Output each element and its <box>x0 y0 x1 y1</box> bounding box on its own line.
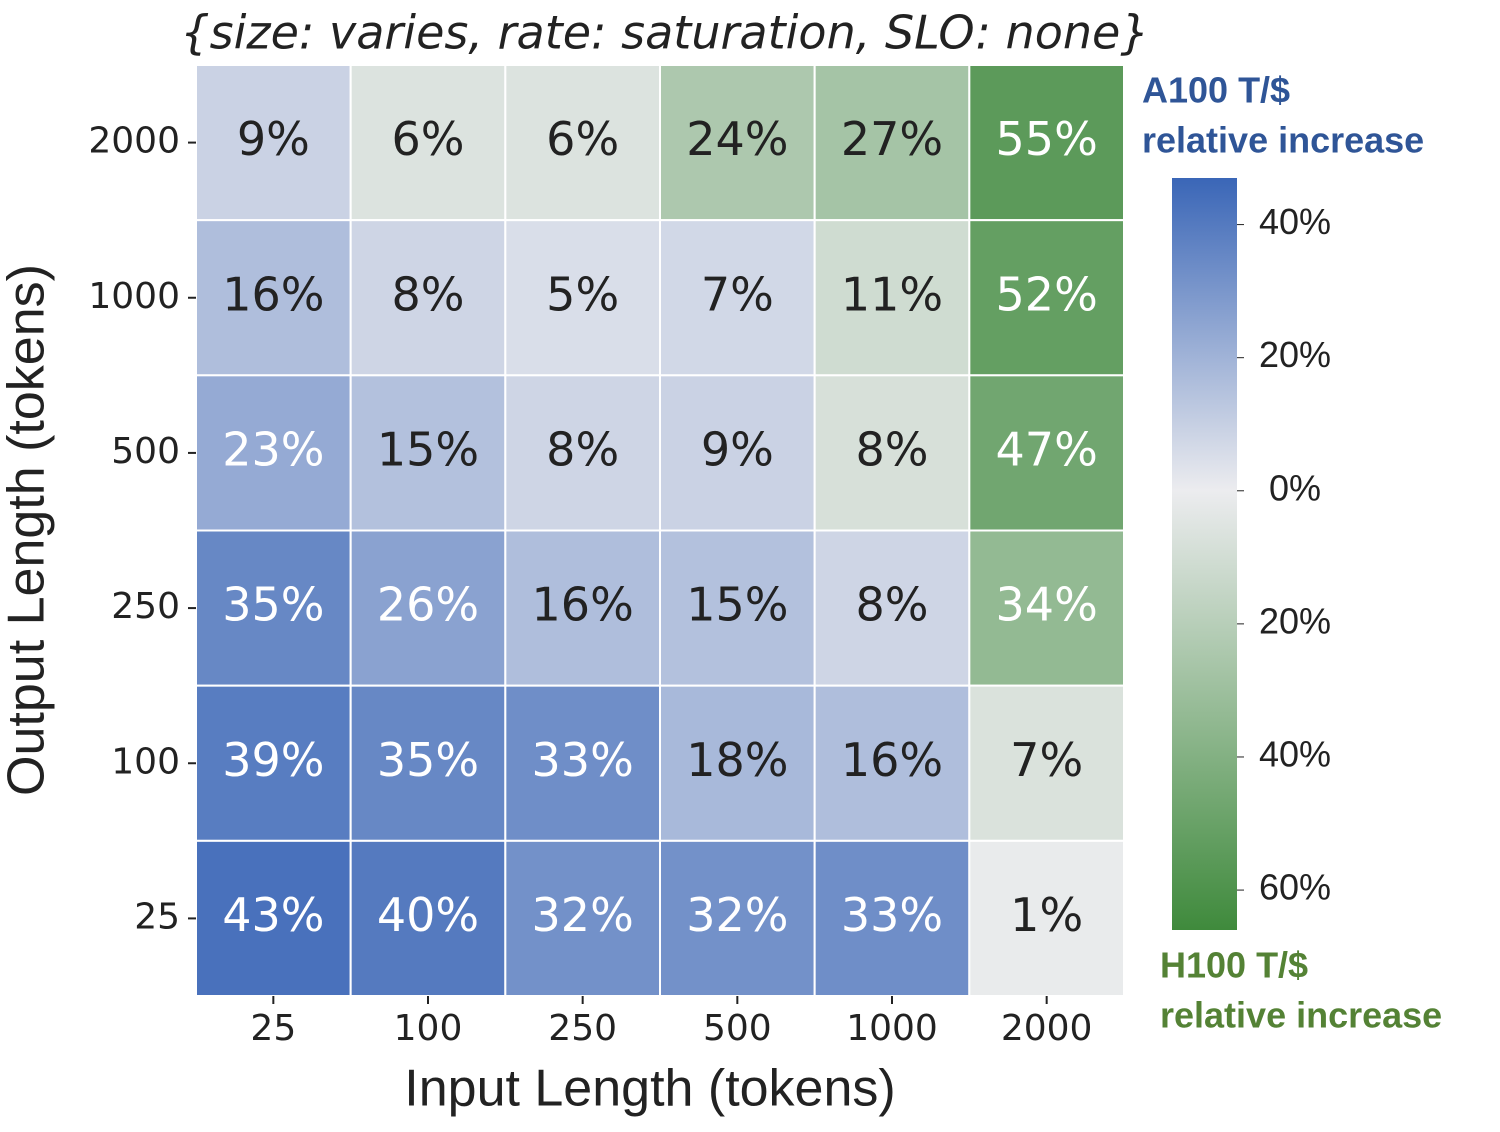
cell-label: 15% <box>686 578 788 632</box>
cell-label: 32% <box>532 888 634 942</box>
x-tick-label: 500 <box>703 1008 772 1049</box>
cell-label: 23% <box>222 422 324 476</box>
colorbar-tick-label: 40% <box>1259 733 1331 774</box>
cell-label: 6% <box>392 112 465 166</box>
colorbar-tick-label: 0% <box>1269 467 1321 508</box>
cell-label: 11% <box>841 267 943 321</box>
cell-label: 33% <box>841 888 943 942</box>
heatmap-cell <box>195 64 352 222</box>
cell-label: 43% <box>222 888 324 942</box>
cell-label: 26% <box>377 578 479 632</box>
colorbar-tick-label: 20% <box>1259 334 1331 375</box>
colorbar-bottom-label: H100 T/$ <box>1160 945 1308 986</box>
cell-label: 8% <box>546 422 619 476</box>
heatmap-cell <box>813 684 971 842</box>
heatmap-cell <box>968 529 1125 687</box>
cell-label: 8% <box>856 578 929 632</box>
heatmap-cell <box>659 374 816 532</box>
cell-label: 8% <box>392 267 465 321</box>
cell-label: 15% <box>377 422 479 476</box>
x-tick-label: 1000 <box>846 1008 938 1049</box>
heatmap-cell <box>659 529 816 687</box>
heatmap-cell <box>968 374 1125 532</box>
heatmap-cell <box>195 684 352 842</box>
heatmap-cell <box>195 374 352 532</box>
colorbar-bottom-label: relative increase <box>1160 995 1442 1036</box>
cell-label: 39% <box>222 733 324 787</box>
cell-label: 5% <box>546 267 619 321</box>
cell-label: 6% <box>546 112 619 166</box>
heatmap-cell <box>195 839 352 997</box>
colorbar-top-label: relative increase <box>1142 120 1424 161</box>
heatmap-cell <box>504 529 662 687</box>
cell-label: 16% <box>841 733 943 787</box>
cell-label: 33% <box>532 733 634 787</box>
x-tick-label: 100 <box>394 1008 463 1049</box>
y-tick-label: 25 <box>134 896 180 937</box>
heatmap-cell <box>504 684 662 842</box>
heatmap-cell <box>968 219 1125 377</box>
colorbar-tick-label: 60% <box>1259 867 1331 908</box>
colorbar-tick-label: 20% <box>1259 600 1331 641</box>
x-tick-label: 250 <box>548 1008 617 1049</box>
heatmap-cell <box>968 839 1125 997</box>
x-axis-label: Input Length (tokens) <box>404 1060 895 1118</box>
colorbar <box>1172 178 1237 930</box>
chart-title: {size: varies, rate: saturation, SLO: no… <box>180 6 1149 60</box>
colorbar-top-label: A100 T/$ <box>1142 70 1290 111</box>
cell-label: 55% <box>996 112 1098 166</box>
cell-label: 1% <box>1010 888 1083 942</box>
heatmap-cell <box>813 529 971 687</box>
cell-label: 7% <box>701 267 774 321</box>
y-tick-label: 500 <box>111 431 180 472</box>
y-axis-label: Output Length (tokens) <box>0 264 56 796</box>
cell-label: 27% <box>841 112 943 166</box>
y-tick-label: 1000 <box>88 276 180 317</box>
y-tick-label: 100 <box>111 741 180 782</box>
y-tick-label: 2000 <box>88 121 180 162</box>
heatmap-cell <box>968 684 1125 842</box>
heatmap-cell <box>349 529 507 687</box>
cell-label: 24% <box>686 112 788 166</box>
heatmap-cell <box>813 64 971 222</box>
heatmap-cell <box>349 219 507 377</box>
cell-label: 40% <box>377 888 479 942</box>
heatmap-cell <box>504 64 662 222</box>
heatmap-cell <box>349 64 507 222</box>
y-tick-label: 250 <box>111 586 180 627</box>
cell-label: 34% <box>996 578 1098 632</box>
heatmap-cell <box>813 839 971 997</box>
cell-label: 7% <box>1010 733 1083 787</box>
heatmap-cell <box>659 219 816 377</box>
cell-label: 9% <box>701 422 774 476</box>
cell-label: 9% <box>237 112 310 166</box>
heatmap-cell <box>659 684 816 842</box>
heatmap-cell <box>813 374 971 532</box>
cell-label: 32% <box>686 888 788 942</box>
cell-label: 8% <box>856 422 929 476</box>
colorbar-tick-label: 40% <box>1259 201 1331 242</box>
cell-label: 52% <box>996 267 1098 321</box>
heatmap-cell <box>195 529 352 687</box>
cell-label: 47% <box>996 422 1098 476</box>
cell-label: 16% <box>222 267 324 321</box>
x-tick-label: 25 <box>250 1008 296 1049</box>
heatmap-cell <box>968 64 1125 222</box>
cell-label: 18% <box>686 733 788 787</box>
heatmap-cell <box>659 64 816 222</box>
cell-label: 35% <box>377 733 479 787</box>
cell-label: 35% <box>222 578 324 632</box>
cell-label: 16% <box>532 578 634 632</box>
heatmap-cell <box>349 374 507 532</box>
x-tick-label: 2000 <box>1001 1008 1093 1049</box>
